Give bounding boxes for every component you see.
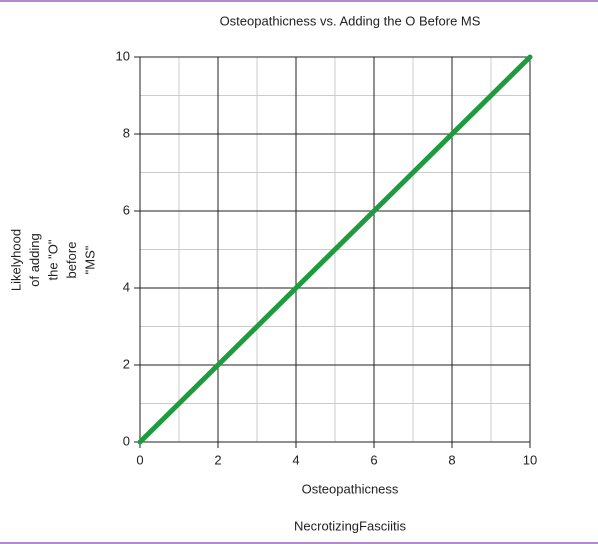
chart-title: Osteopathicness vs. Adding the O Before … [220, 13, 481, 28]
y-tick-label: 4 [123, 279, 130, 294]
x-tick-label: 6 [370, 452, 377, 467]
x-axis-label: Osteopathicness [302, 481, 399, 496]
y-axis-label: Likelyhood [8, 229, 23, 291]
x-tick-label: 0 [136, 452, 143, 467]
y-tick-label: 6 [123, 202, 130, 217]
y-axis-label: of adding [27, 233, 42, 287]
line-series [137, 54, 533, 445]
y-axis-label: "MS" [82, 245, 97, 274]
y-tick-label: 0 [123, 433, 130, 448]
y-tick-label: 8 [123, 125, 130, 140]
x-tick-label: 8 [448, 452, 455, 467]
caption: NecrotizingFasciitis [294, 518, 406, 533]
y-tick-label: 2 [123, 356, 130, 371]
x-tick-label: 10 [523, 452, 537, 467]
y-tick-label: 10 [116, 48, 130, 63]
x-tick-label: 2 [214, 452, 221, 467]
grid [134, 56, 531, 448]
y-axis-label: before [64, 242, 79, 279]
y-axis-label: the "O" [45, 239, 60, 280]
x-tick-label: 4 [292, 452, 299, 467]
